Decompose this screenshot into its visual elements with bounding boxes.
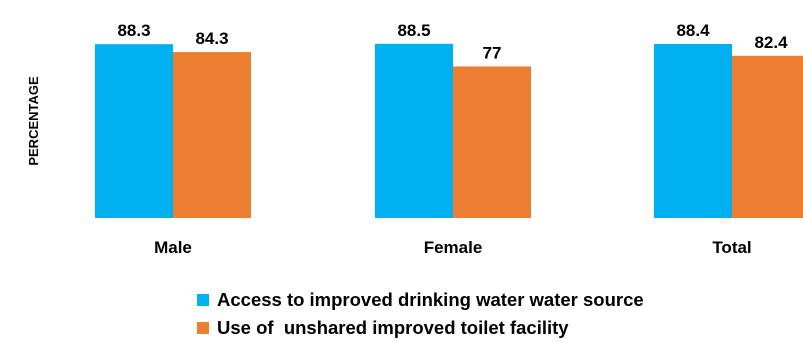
category-label-female: Female — [424, 238, 483, 257]
bar-female-series-1 — [375, 43, 453, 219]
value-labels-layer: 88.3 84.3 88.5 77 88.4 82.4 — [117, 21, 788, 63]
y-axis-label: PERCENTAGE — [26, 76, 41, 166]
value-label-male-series-1: 88.3 — [117, 21, 150, 40]
legend-label-series-2: Use of unshared improved toilet facility — [217, 317, 569, 338]
legend: Access to improved drinking water water … — [197, 286, 644, 342]
bar-total-series-2 — [732, 55, 803, 219]
bar-male-series-2 — [173, 52, 251, 219]
bar-total-series-1 — [654, 44, 732, 218]
bar-chart: PERCENTAGE 88.3 84.3 88.5 77 88.4 82.4 Male Fe… — [26, 21, 803, 257]
bar-female-series-2 — [453, 66, 531, 219]
legend-item-series-2: Use of unshared improved toilet facility — [197, 314, 644, 342]
value-label-female-series-2: 77 — [483, 43, 502, 62]
value-label-total-series-1: 88.4 — [676, 21, 710, 40]
bar-male-series-1 — [95, 44, 173, 218]
value-label-total-series-2: 82.4 — [754, 33, 788, 52]
legend-label-series-1: Access to improved drinking water water … — [217, 289, 644, 310]
category-label-total: Total — [712, 238, 751, 257]
value-label-male-series-2: 84.3 — [195, 29, 228, 48]
value-label-female-series-1: 88.5 — [397, 21, 430, 40]
category-labels-layer: Male Female Total — [154, 238, 752, 257]
category-label-male: Male — [154, 238, 192, 257]
bars-layer — [95, 43, 803, 219]
legend-item-series-1: Access to improved drinking water water … — [197, 286, 644, 314]
legend-swatch-series-2 — [197, 322, 209, 334]
legend-swatch-series-1 — [197, 294, 209, 306]
